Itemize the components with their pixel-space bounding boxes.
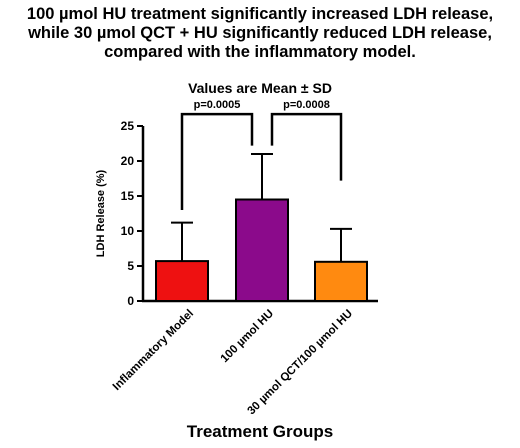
chart-title-line: 100 µmol HU treatment significantly incr… xyxy=(26,5,494,23)
y-tick-label: 5 xyxy=(127,259,134,273)
p-value-label: p=0.0005 xyxy=(194,99,241,111)
x-tick-label: Inflammatory Model xyxy=(111,308,196,393)
x-tick-label: 100 µmol HU xyxy=(219,308,276,365)
chart-title-line: compared with the inflammatory model. xyxy=(104,43,416,61)
x-axis-title: Treatment Groups xyxy=(186,422,334,441)
chart-subtitle: Values are Mean ± SD xyxy=(188,80,332,96)
chart-title-line: while 30 µmol QCT + HU significantly red… xyxy=(28,24,492,42)
y-tick-label: 0 xyxy=(127,294,134,308)
y-tick-label: 10 xyxy=(121,224,135,238)
bar xyxy=(155,260,209,303)
chart-title: 100 µmol HU treatment significantly incr… xyxy=(0,5,520,62)
y-tick-label: 20 xyxy=(121,154,135,168)
y-tick-label: 25 xyxy=(121,119,135,133)
bar xyxy=(314,260,368,302)
bar xyxy=(235,198,289,302)
significance-bracket xyxy=(180,112,254,210)
y-tick-label: 15 xyxy=(121,189,135,203)
significance-bracket xyxy=(270,112,343,181)
y-axis-title: LDH Release (%) xyxy=(95,169,107,257)
p-value-label: p=0.0008 xyxy=(283,99,330,111)
